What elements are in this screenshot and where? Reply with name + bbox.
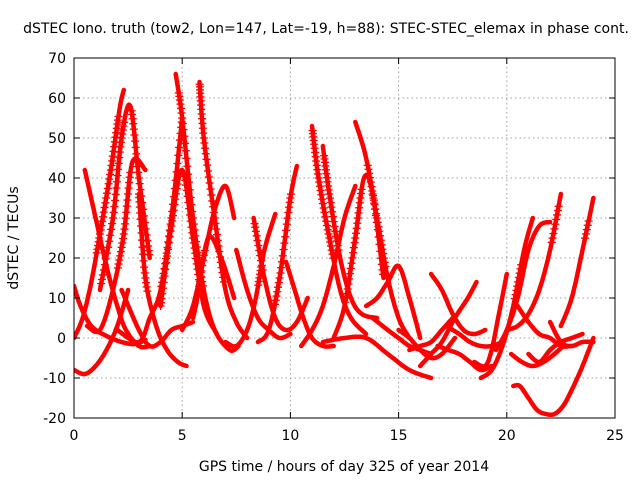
y-tick-label: 70 (48, 51, 66, 67)
series-arc19 (283, 259, 336, 349)
series-line (179, 183, 237, 333)
y-tick-label: 30 (48, 211, 66, 227)
series-line (493, 219, 553, 353)
series-line (74, 287, 131, 377)
x-tick-label: 20 (498, 428, 516, 444)
series-arc39 (515, 303, 574, 349)
series-line (223, 211, 278, 349)
ticks: -20 -10 0 10 20 30 40 50 60 70 0 5 10 15 20 25 (43, 51, 624, 444)
series-arc32 (435, 343, 494, 373)
series-arc43 (511, 335, 596, 418)
series-arc20 (298, 183, 358, 349)
series-line (508, 343, 566, 369)
series-arc14 (190, 234, 237, 321)
series-arc40 (526, 331, 585, 365)
series-arc25 (320, 334, 434, 381)
series-arc38 (508, 343, 566, 369)
series-arc34 (472, 271, 510, 369)
series-arc31 (417, 279, 479, 369)
y-tick-label: 60 (48, 91, 66, 107)
series-arc41 (547, 319, 596, 349)
series-line (472, 271, 510, 369)
x-tick-label: 5 (178, 428, 187, 444)
x-tick-label: 15 (390, 428, 408, 444)
series-line (298, 183, 358, 349)
series-arc04 (82, 167, 152, 350)
series-line (511, 335, 596, 418)
series-arc30 (428, 271, 488, 337)
series-arc09 (134, 190, 189, 369)
series-arc01 (74, 287, 131, 377)
series-line (428, 271, 488, 337)
series-line (396, 327, 458, 361)
series-arc06 (97, 102, 154, 293)
x-tick-label: 10 (281, 428, 299, 444)
x-axis-label: GPS time / hours of day 325 of year 2014 (199, 459, 489, 475)
x-tick-label: 0 (70, 428, 79, 444)
series-line (526, 331, 585, 365)
y-tick-label: 40 (48, 171, 66, 187)
series-line (283, 259, 336, 349)
y-tick-label: 20 (48, 251, 66, 267)
series-arc18 (255, 163, 300, 345)
series-arc26 (363, 263, 423, 341)
series-arc17 (250, 215, 310, 333)
x-tick-label: 25 (606, 428, 624, 444)
series-line (320, 334, 434, 381)
series-group (74, 71, 596, 418)
y-tick-label: 50 (48, 131, 66, 147)
series-arc28 (396, 327, 458, 361)
series-arc21 (308, 123, 369, 337)
series-line (234, 247, 293, 341)
y-tick-label: 10 (48, 291, 66, 307)
series-line (82, 167, 152, 350)
y-tick-label: -20 (43, 411, 66, 427)
series-arc36 (493, 219, 553, 353)
series-line (363, 263, 423, 341)
series-line (515, 303, 574, 349)
series-arc37 (504, 191, 564, 333)
series-line (417, 279, 479, 369)
plot-frame (73, 57, 616, 419)
series-line (435, 343, 494, 373)
y-axis-label: dSTEC / TECUs (6, 186, 22, 289)
series-arc15 (234, 247, 293, 341)
series-line (547, 319, 596, 349)
series-arc42 (558, 195, 596, 329)
series-arc24 (353, 119, 412, 341)
y-tick-label: -10 (43, 371, 66, 387)
chart-title: dSTEC Iono. truth (tow2, Lon=147, Lat=-1… (23, 21, 629, 37)
series-arc22 (320, 143, 380, 321)
y-tick-label: 0 (57, 331, 66, 347)
series-arc12 (179, 183, 237, 333)
series-line (190, 234, 237, 321)
